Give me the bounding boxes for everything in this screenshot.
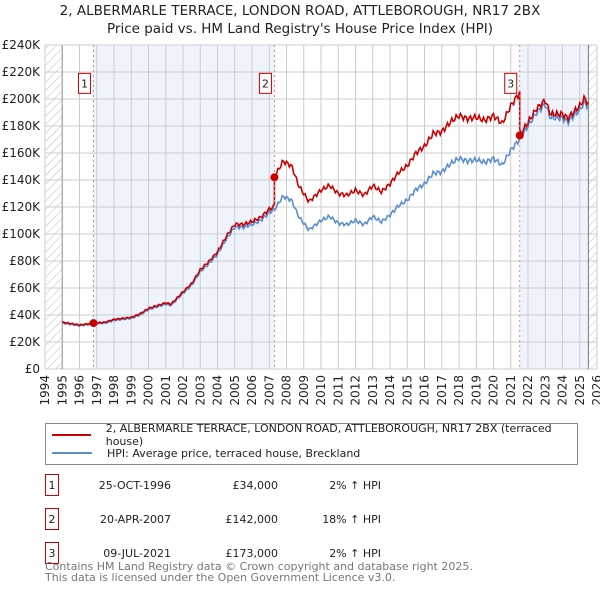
y-tick-label: £0	[25, 362, 40, 376]
sale-date: 09-JUL-2021	[103, 546, 171, 560]
sale-price: £173,000	[225, 546, 279, 560]
x-tick-label: 2022	[521, 375, 535, 406]
sale-label: 2	[262, 77, 269, 90]
y-tick-label: £20K	[9, 335, 41, 349]
x-tick-label: 1997	[90, 375, 104, 406]
x-tick-label: 1998	[107, 375, 121, 406]
legend-swatch-hpi	[52, 452, 92, 454]
x-tick-label: 2009	[297, 375, 311, 406]
x-tick-label: 2018	[452, 375, 466, 406]
x-tick-label: 1995	[55, 375, 69, 406]
x-tick-label: 2005	[228, 375, 242, 406]
x-tick-label: 2015	[400, 375, 414, 406]
sale-label-box	[77, 72, 91, 94]
x-tick-label: 2024	[556, 375, 570, 406]
y-tick-label: £100K	[2, 227, 42, 241]
sale-price: £34,000	[232, 478, 279, 492]
sale-hpi: 2% ↑ HPI	[329, 546, 381, 560]
y-tick-label: £60K	[9, 281, 41, 295]
price-chart: 1994 1995 1996 1997 1998 1999 2000 2001 2002 2003…	[2, 38, 600, 406]
sale-label: 1	[81, 77, 88, 90]
sale-label-box	[258, 72, 272, 94]
y-tick-label: £140K	[2, 173, 42, 187]
sale-point	[515, 131, 524, 140]
x-tick-label: 2001	[159, 375, 173, 406]
x-tick-label: 2023	[538, 375, 552, 406]
x-tick-label: 2016	[418, 375, 432, 406]
footer-copyright: Contains HM Land Registry data © Crown c…	[45, 560, 473, 573]
x-tick-label: 2021	[504, 375, 518, 406]
legend-item-property: 2, ALBERMARLE TERRACE, LONDON ROAD, ATTL…	[52, 422, 577, 448]
legend: 2, ALBERMARLE TERRACE, LONDON ROAD, ATTL…	[45, 422, 578, 465]
y-tick-label: £80K	[9, 254, 41, 268]
legend-label-hpi: HPI: Average price, terraced house, Brec…	[107, 446, 361, 460]
y-tick-label: £40K	[9, 308, 41, 322]
sale-point	[270, 173, 279, 182]
x-tick-label: 2017	[435, 375, 449, 406]
x-tick-label: 2007	[262, 375, 276, 406]
y-tick-label: £160K	[2, 146, 42, 160]
x-tick-label: 1994	[38, 375, 52, 406]
sale-label: 3	[507, 77, 514, 90]
x-tick-label: 2004	[211, 375, 225, 406]
x-tick-label: 2003	[193, 375, 207, 406]
sale-row: 2 20-APR-2007 £142,000 18% ↑ HPI	[45, 508, 381, 530]
hpi-line	[62, 97, 590, 328]
legend-item-hpi: HPI: Average price, terraced house, Brec…	[52, 444, 360, 462]
x-tick-label: 2011	[331, 375, 345, 406]
sale-number: 2	[45, 508, 59, 530]
y-tick-label: £120K	[2, 200, 42, 214]
y-tick-label: £220K	[2, 65, 42, 79]
legend-label-property: 2, ALBERMARLE TERRACE, LONDON ROAD, ATTL…	[105, 422, 552, 448]
x-tick-label: 2010	[314, 375, 328, 406]
sale-row: 1 25-OCT-1996 £34,000 2% ↑ HPI	[45, 474, 381, 496]
sale-date: 20-APR-2007	[99, 512, 171, 526]
x-tick-label: 2013	[366, 375, 380, 406]
sale-row: 3 09-JUL-2021 £173,000 2% ↑ HPI	[45, 542, 381, 564]
y-tick-label: £180K	[2, 119, 42, 133]
property-price-line	[62, 91, 590, 327]
x-tick-label: 1999	[124, 375, 138, 406]
x-tick-label: 2000	[142, 375, 156, 406]
x-tick-label: 2019	[469, 375, 483, 406]
sale-number: 1	[45, 474, 59, 496]
sale-date: 25-OCT-1996	[98, 478, 171, 492]
sale-point	[89, 319, 98, 328]
chart-subtitle: Price paid vs. HM Land Registry's House …	[107, 21, 493, 37]
sale-label-box	[504, 72, 518, 94]
x-tick-label: 2014	[383, 375, 397, 406]
x-tick-label: 2002	[176, 375, 190, 406]
x-tick-label: 2026	[590, 375, 600, 406]
x-tick-label: 2020	[487, 375, 501, 406]
x-tick-label: 2012	[349, 375, 363, 406]
sale-hpi: 18% ↑ HPI	[322, 512, 381, 526]
chart-title: 2, ALBERMARLE TERRACE, LONDON ROAD, ATTL…	[59, 3, 541, 19]
sale-price: £142,000	[225, 512, 279, 526]
sale-hpi: 2% ↑ HPI	[329, 478, 381, 492]
x-tick-label: 2008	[280, 375, 294, 406]
y-tick-label: £240K	[2, 38, 42, 52]
footer-licence: This data is licensed under the Open Gov…	[45, 571, 396, 584]
sale-number: 3	[45, 542, 59, 564]
x-tick-label: 2025	[573, 375, 587, 406]
legend-swatch-property	[52, 434, 91, 436]
x-tick-label: 2006	[245, 375, 259, 406]
x-tick-label: 1996	[73, 375, 87, 406]
y-tick-label: £200K	[2, 92, 42, 106]
